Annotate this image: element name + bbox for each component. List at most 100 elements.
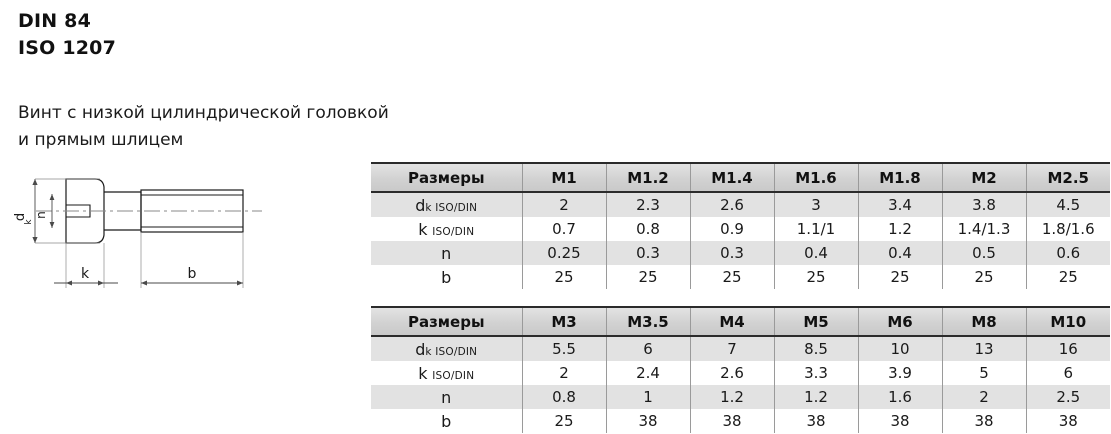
table-row: dk ISO/DIN 5.5 6 7 8.5 10 13 16 — [371, 336, 1110, 361]
table-cell: 0.4 — [857, 241, 943, 265]
table-cell: 3.3 — [773, 361, 859, 385]
table-cell: 5.5 — [521, 336, 607, 361]
b-dimension-label: b — [188, 266, 197, 282]
table-cell: 38 — [689, 409, 775, 433]
k-dimension — [54, 280, 118, 286]
row-label-sub: k ISO/DIN — [425, 201, 478, 214]
row-label-main: b — [441, 267, 452, 287]
column-header-size: M2.5 — [1025, 162, 1110, 193]
column-header-size: M1.8 — [857, 162, 943, 193]
table-cell: 6 — [605, 336, 691, 361]
table-cell: 38 — [857, 409, 943, 433]
table-header-row: Размеры M3 M3.5 M4 M5 M6 M8 M10 — [371, 306, 1110, 337]
table-cell: 2.5 — [1025, 385, 1110, 409]
table-cell: 2 — [941, 385, 1027, 409]
k-extension-lines — [65, 243, 105, 288]
standard-title-block: DIN 84 ISO 1207 — [18, 8, 358, 62]
table-row: n 0.25 0.3 0.3 0.4 0.4 0.5 0.6 — [371, 241, 1110, 265]
b-extension-lines — [140, 232, 244, 288]
table-cell: 38 — [941, 409, 1027, 433]
dimensions-table-small-sizes: Размеры M1 M1.2 M1.4 M1.6 M1.8 M2 M2.5 d… — [371, 162, 1110, 289]
table-row: n 0.8 1 1.2 1.2 1.6 2 2.5 — [371, 385, 1110, 409]
table-cell: 2.6 — [689, 192, 775, 217]
row-label-dk: dk ISO/DIN — [371, 192, 522, 217]
table-cell: 2 — [521, 361, 607, 385]
table-cell: 2.6 — [689, 361, 775, 385]
table-cell: 25 — [857, 265, 943, 289]
row-label-main: b — [441, 411, 452, 431]
column-header-size: M10 — [1025, 306, 1110, 337]
table-cell: 1 — [605, 385, 691, 409]
table-cell: 1.2 — [857, 217, 943, 241]
table-cell: 38 — [605, 409, 691, 433]
table-cell: 0.4 — [773, 241, 859, 265]
table-cell: 38 — [1025, 409, 1110, 433]
table-cell: 0.3 — [605, 241, 691, 265]
row-label-dk: dk ISO/DIN — [371, 336, 522, 361]
table-cell: 0.7 — [521, 217, 607, 241]
description-line-1: Винт с низкой цилиндрической головкой — [18, 103, 389, 123]
table-cell: 13 — [941, 336, 1027, 361]
table-header-row: Размеры M1 M1.2 M1.4 M1.6 M1.8 M2 M2.5 — [371, 162, 1110, 193]
table-cell: 2.4 — [605, 361, 691, 385]
table-cell: 1.1/1 — [773, 217, 859, 241]
column-header-size: M5 — [773, 306, 859, 337]
table-cell: 1.2 — [773, 385, 859, 409]
column-header-size: M3.5 — [605, 306, 691, 337]
standard-iso-label: ISO 1207 — [18, 37, 117, 59]
table-cell: 4.5 — [1025, 192, 1110, 217]
description-line-2: и прямым шлицем — [18, 130, 184, 150]
table-cell: 5 — [941, 361, 1027, 385]
table-cell: 1.2 — [689, 385, 775, 409]
column-header-size: M8 — [941, 306, 1027, 337]
row-label-n: n — [371, 385, 522, 409]
table-cell: 25 — [773, 265, 859, 289]
table-cell: 8.5 — [773, 336, 859, 361]
table-cell: 7 — [689, 336, 775, 361]
table-cell: 25 — [941, 265, 1027, 289]
row-label-sub: ISO/DIN — [432, 369, 475, 382]
table-cell: 0.8 — [521, 385, 607, 409]
row-label-b: b — [371, 265, 522, 289]
column-header-label: Размеры — [371, 162, 522, 193]
table-cell: 0.9 — [689, 217, 775, 241]
table-cell: 25 — [521, 265, 607, 289]
b-dimension — [141, 280, 243, 286]
row-label-sub: ISO/DIN — [432, 225, 475, 238]
row-label-k: k ISO/DIN — [371, 217, 522, 241]
table-cell: 3.4 — [857, 192, 943, 217]
table-cell: 6 — [1025, 361, 1110, 385]
column-header-size: M4 — [689, 306, 775, 337]
table-cell: 10 — [857, 336, 943, 361]
table-row: b 25 38 38 38 38 38 38 — [371, 409, 1110, 433]
table-cell: 2 — [521, 192, 607, 217]
row-label-n: n — [371, 241, 522, 265]
table-cell: 0.3 — [689, 241, 775, 265]
screw-technical-drawing: d k n k b — [4, 160, 304, 295]
column-header-size: M1.2 — [605, 162, 691, 193]
table-cell: 0.25 — [521, 241, 607, 265]
table-cell: 25 — [521, 409, 607, 433]
dk-dimension-sub-label: k — [24, 219, 34, 225]
table-row: k ISO/DIN 2 2.4 2.6 3.3 3.9 5 6 — [371, 361, 1110, 385]
table-cell: 0.5 — [941, 241, 1027, 265]
table-row: k ISO/DIN 0.7 0.8 0.9 1.1/1 1.2 1.4/1.3 … — [371, 217, 1110, 241]
table-cell: 3 — [773, 192, 859, 217]
row-label-main: k — [418, 219, 428, 239]
table-cell: 1.4/1.3 — [941, 217, 1027, 241]
row-label-main: d — [415, 339, 426, 359]
screw-thread-body — [140, 189, 244, 233]
table-cell: 0.8 — [605, 217, 691, 241]
table-cell: 3.9 — [857, 361, 943, 385]
table-cell: 25 — [689, 265, 775, 289]
table-cell: 1.8/1.6 — [1025, 217, 1110, 241]
column-header-label: Размеры — [371, 306, 522, 337]
k-dimension-label: k — [81, 266, 90, 282]
row-label-main: n — [441, 387, 452, 407]
row-label-sub: k ISO/DIN — [425, 345, 478, 358]
column-header-size: M3 — [521, 306, 607, 337]
dimensions-table-large-sizes: Размеры M3 M3.5 M4 M5 M6 M8 M10 dk ISO/D… — [371, 306, 1110, 433]
row-label-main: d — [415, 195, 426, 215]
column-header-size: M6 — [857, 306, 943, 337]
table-cell: 0.6 — [1025, 241, 1110, 265]
